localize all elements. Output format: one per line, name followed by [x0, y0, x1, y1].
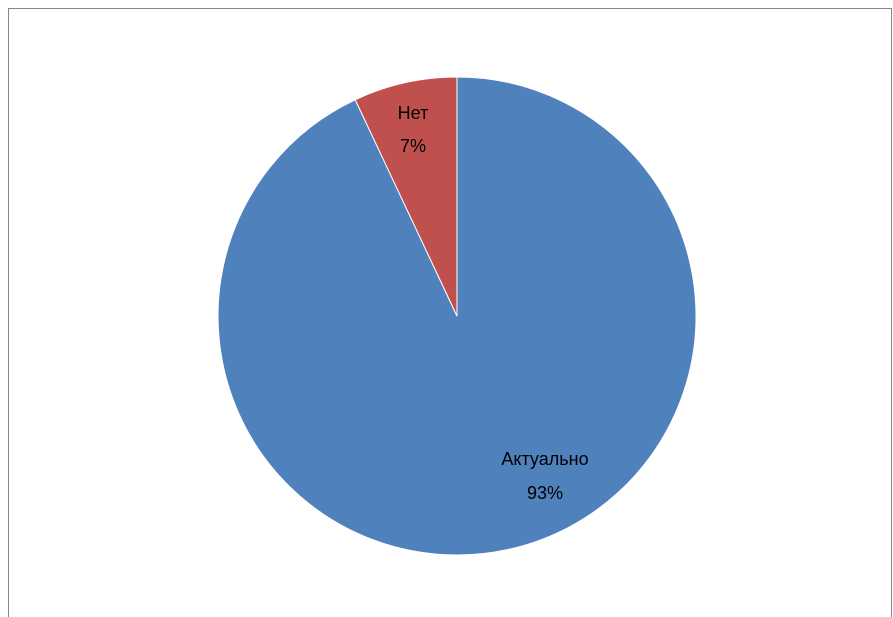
slice-label-aktualno: Актуально	[501, 449, 588, 469]
pie-slices	[217, 76, 697, 556]
slice-percent-aktualno: 93%	[527, 483, 563, 503]
slice-label-net: Нет	[398, 103, 429, 123]
pie-slice-net	[354, 76, 458, 317]
slice-percent-net: 7%	[400, 136, 426, 156]
pie-slice-aktualno	[217, 76, 697, 556]
